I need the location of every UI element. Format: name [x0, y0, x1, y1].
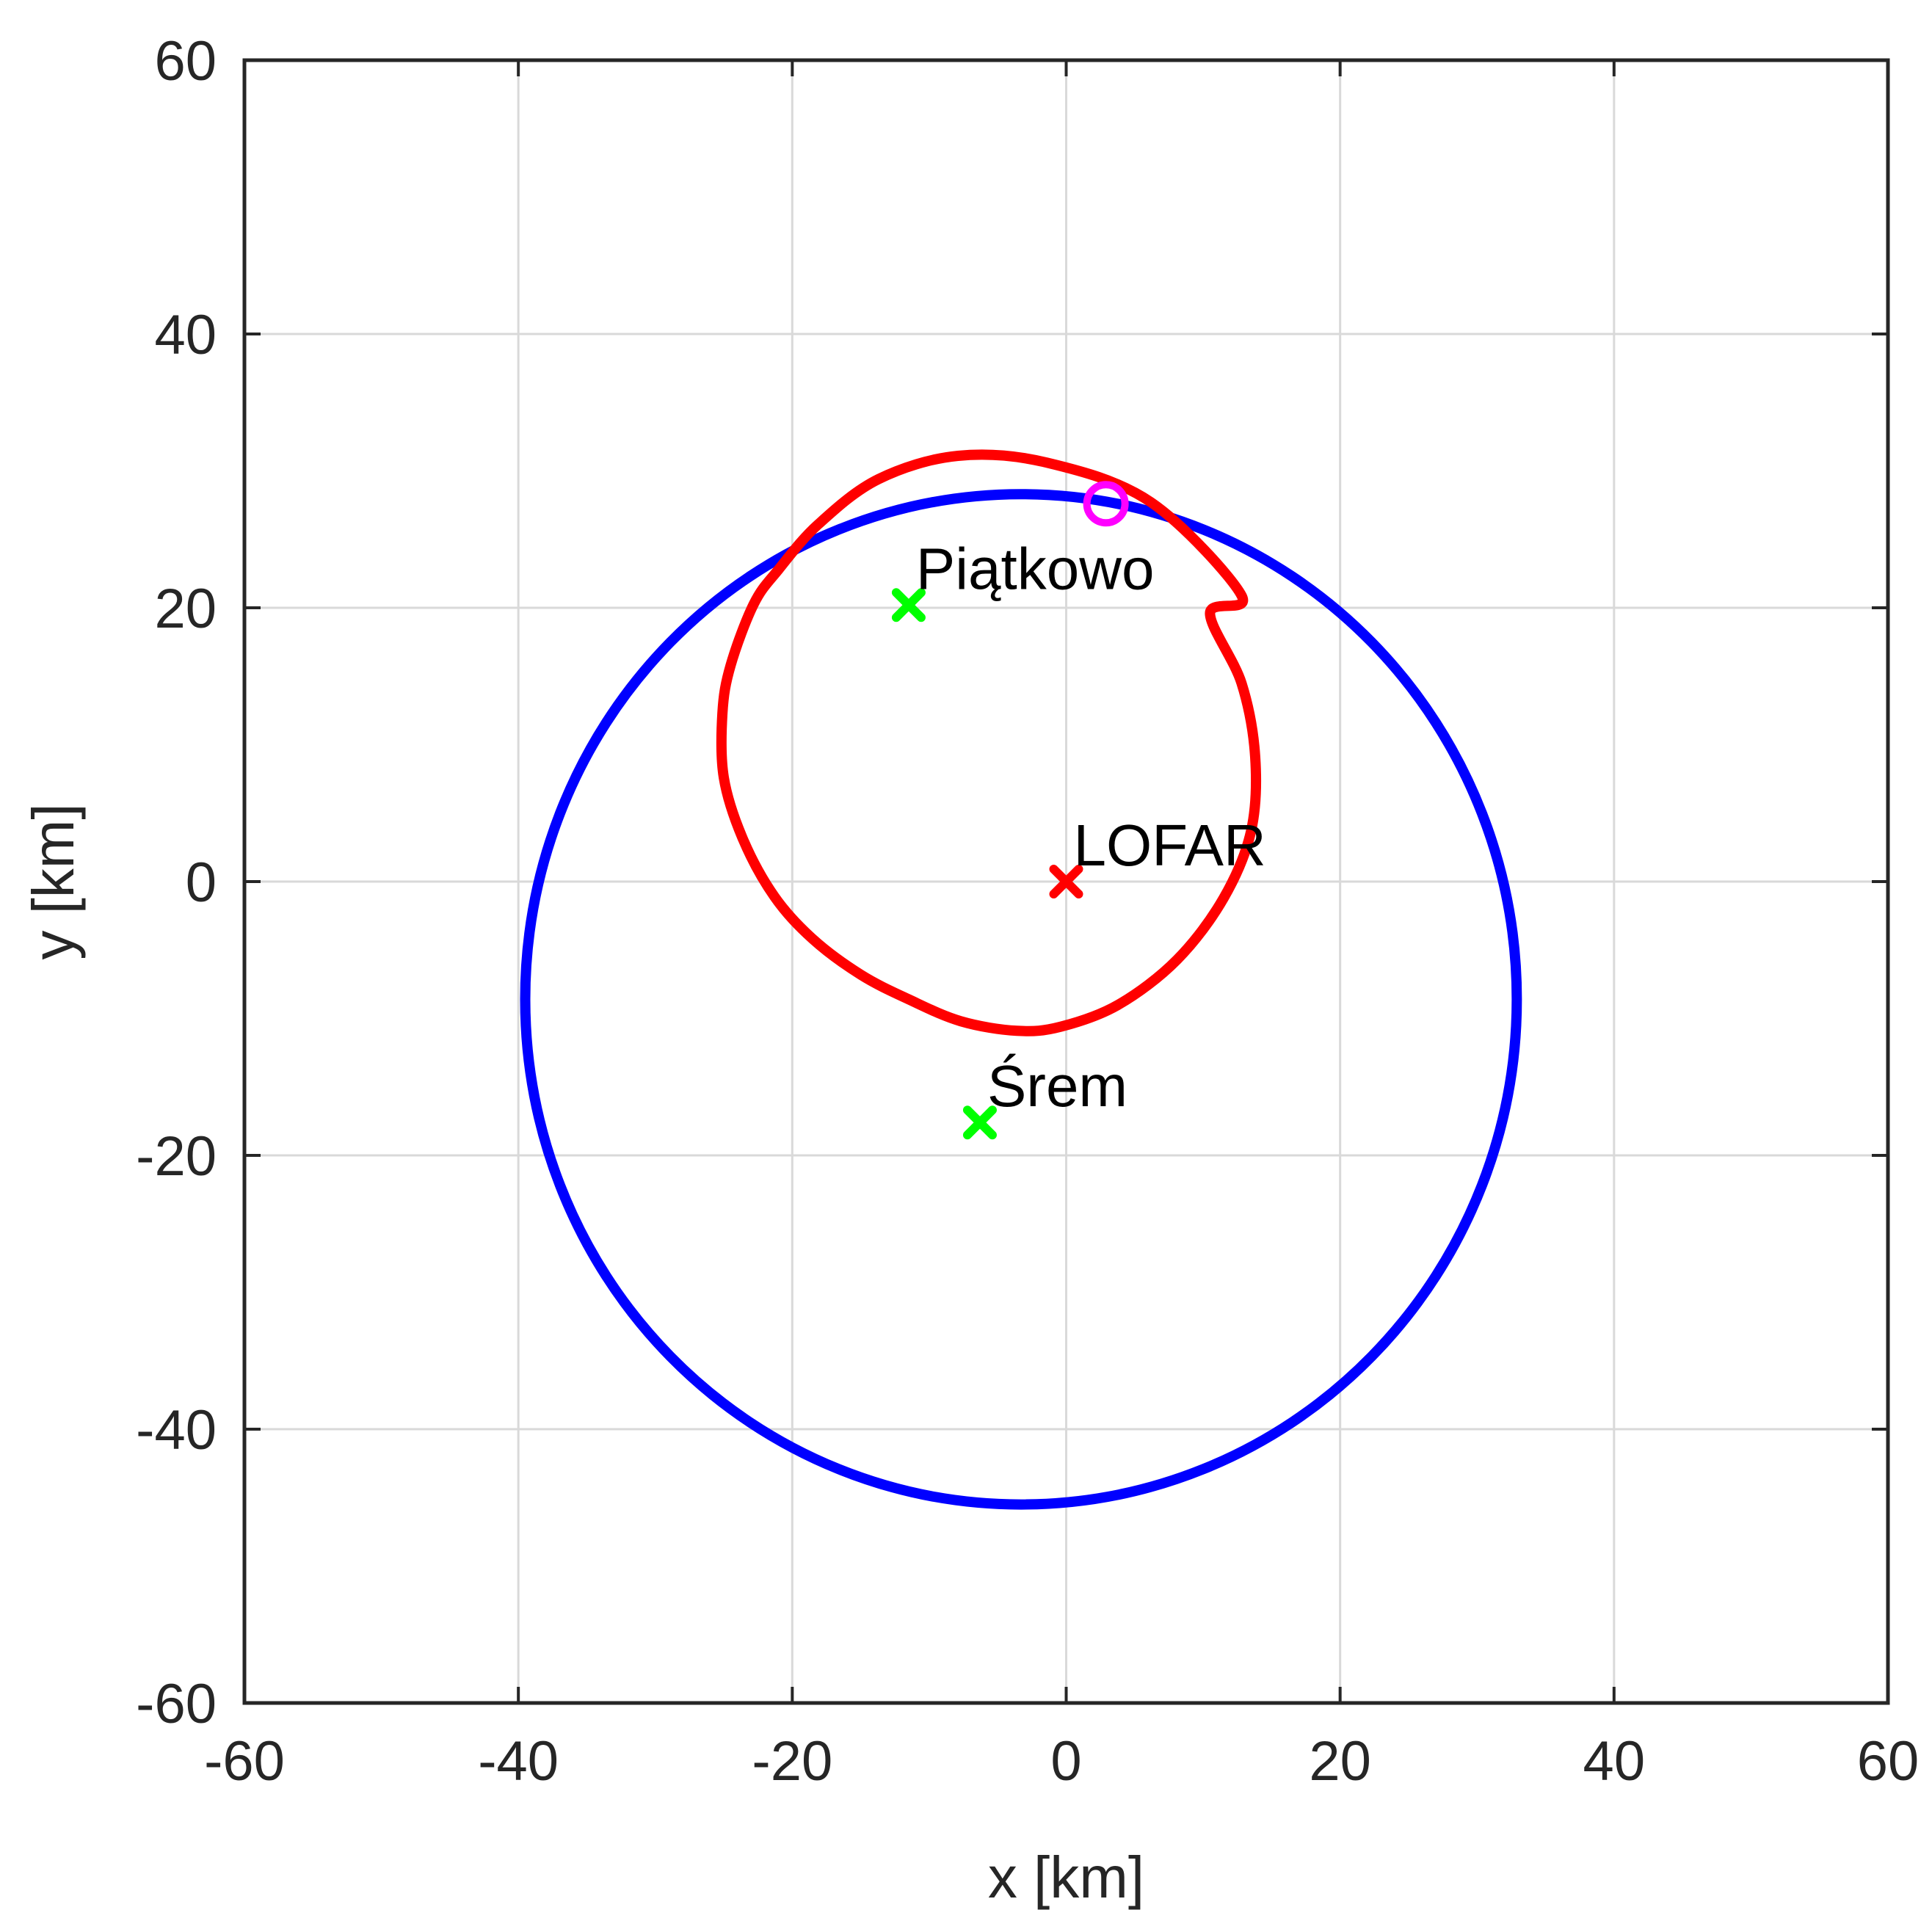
y-tick-label: 40 [154, 304, 217, 366]
o-marker [1083, 481, 1129, 527]
x-marker-stroke [891, 588, 926, 622]
y-axis-label: y [km] [21, 803, 86, 959]
x-tick-label: 20 [1309, 1730, 1371, 1793]
y-tick-label: 20 [154, 578, 217, 640]
point-label: Piątkowo [916, 536, 1155, 601]
x-marker-stroke [962, 1105, 997, 1140]
tick-labels: -60 -40 -20 0 20 40 60 -60 -40 -20 0 20 40 60 [136, 30, 1919, 1793]
y-tick-label: 0 [186, 851, 217, 914]
x-marker [891, 588, 926, 622]
red-closed-curve [716, 449, 1262, 1036]
x-tick-label: -60 [204, 1730, 285, 1793]
x-axis-label: x [km] [988, 1845, 1144, 1910]
x-tick-label: 0 [1050, 1730, 1081, 1793]
blue-circle-curve [520, 489, 1522, 1510]
x-marker [1049, 865, 1083, 898]
x-marker [962, 1105, 997, 1140]
point-label: Śrem [987, 1053, 1127, 1119]
point-label: LOFAR [1074, 813, 1266, 878]
x-tick-label: -40 [478, 1730, 559, 1793]
curves [520, 449, 1522, 1510]
x-tick-label: -20 [752, 1730, 832, 1793]
tick-marks [243, 59, 1889, 1704]
y-tick-label: -60 [136, 1673, 217, 1735]
x-tick-label: 60 [1857, 1730, 1920, 1793]
x-tick-label: 40 [1583, 1730, 1646, 1793]
x-marker-stroke [1049, 865, 1083, 898]
y-tick-label: -20 [136, 1125, 217, 1188]
markers: Piątkowo LOFAR Śrem [891, 481, 1266, 1140]
y-tick-label: -40 [136, 1399, 217, 1461]
y-tick-label: 60 [154, 30, 217, 92]
